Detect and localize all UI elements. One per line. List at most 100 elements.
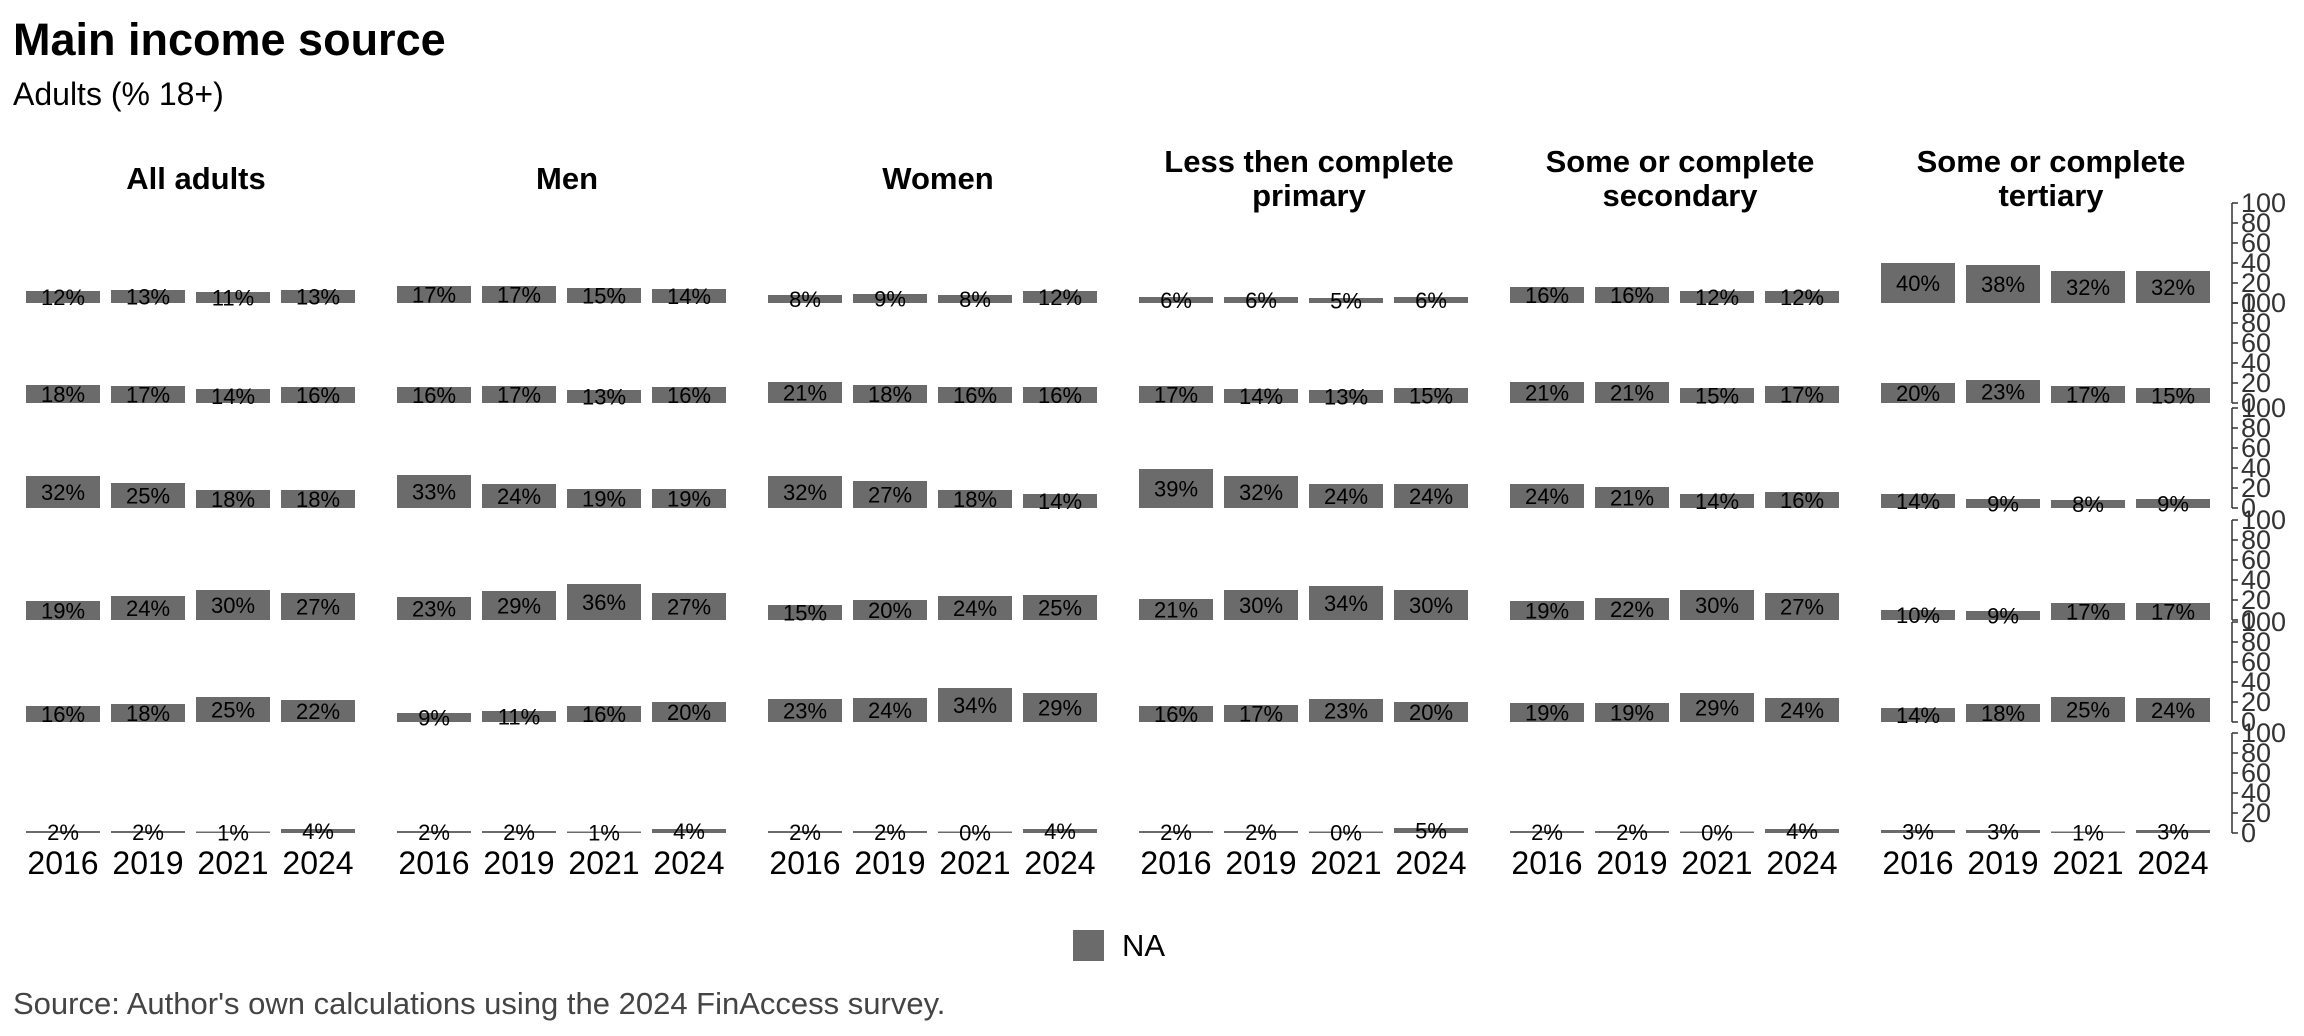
bar [768,831,842,833]
bar-label: 2% [47,820,79,845]
bar [281,290,355,303]
bar-label: 25% [126,484,170,509]
bar [938,596,1012,620]
facet-title: Women [882,161,993,196]
x-tick-label: 2024 [282,845,353,881]
bar [768,382,842,403]
bar [2051,271,2125,303]
bar [1309,831,1383,833]
bar-label: 20% [1409,700,1453,725]
y-tick-label: 40 [2241,667,2271,697]
bar-label: 21% [1525,381,1569,406]
bar [482,831,556,833]
bar [1309,484,1383,508]
bar-label: 22% [296,699,340,724]
bar-label: 24% [953,596,997,621]
bar-label: 9% [874,287,906,312]
bar [853,481,927,508]
bar-label: 19% [667,487,711,512]
bar [853,831,927,833]
bar [281,700,355,722]
bar-label: 16% [1154,702,1198,727]
bar-label: 10% [1896,603,1940,628]
bar [1309,390,1383,403]
bar-label: 36% [582,590,626,615]
chart-subtitle: Adults (% 18+) [13,76,224,112]
bar-label: 19% [1525,599,1569,624]
bar-label: 14% [1695,489,1739,514]
bar [2136,271,2210,303]
bar-label: 8% [789,287,821,312]
bar [2136,499,2210,508]
bar-label: 27% [296,595,340,620]
bar [567,489,641,508]
bar-label: 9% [1987,604,2019,629]
bar [281,387,355,403]
bar [1881,383,1955,403]
bar-label: 16% [953,383,997,408]
bar-label: 17% [412,283,456,308]
bar-label: 0% [1701,820,1733,845]
bar [2136,830,2210,833]
bar [1765,829,1839,833]
bar-label: 15% [783,601,827,626]
bar-label: 18% [211,487,255,512]
bar-label: 15% [1695,384,1739,409]
bar-label: 23% [1324,699,1368,724]
bar [1765,593,1839,620]
y-tick-label: 80 [2241,308,2271,338]
y-tick-label: 20 [2241,585,2271,615]
x-tick-label: 2024 [2137,845,2208,881]
bar-label: 17% [2066,383,2110,408]
bar [482,484,556,508]
bar-label: 17% [497,383,541,408]
bar [1023,693,1097,722]
facet-title: Some or complete tertiary [1917,144,2186,213]
bar-label: 2% [1245,820,1277,845]
bar-label: 23% [783,699,827,724]
bar-label: 8% [959,287,991,312]
bar [652,489,726,508]
y-tick-label: 20 [2241,798,2271,828]
y-tick-label: 0 [2241,493,2256,523]
bar [196,697,270,722]
bar [111,704,185,722]
x-tick-label: 2019 [1596,845,1667,881]
bar [1966,704,2040,722]
bar [1680,831,1754,833]
bar [938,831,1012,833]
bar-label: 17% [1154,383,1198,408]
bar-label: 1% [217,820,249,845]
y-tick-label: 60 [2241,758,2271,788]
bar [853,385,927,403]
bar-label: 24% [1324,484,1368,509]
bar [196,590,270,620]
bar-label: 16% [1525,283,1569,308]
bar [111,831,185,833]
bar-label: 16% [296,383,340,408]
bar [281,829,355,833]
bar [567,706,641,722]
bar [1023,829,1097,833]
bar [1510,382,1584,403]
bar-label: 21% [1610,381,1654,406]
bar [1680,693,1754,722]
bar-label: 18% [1981,701,2025,726]
bar [1966,611,2040,620]
bar-label: 29% [1038,696,1082,721]
bar [853,698,927,722]
y-tick-label: 0 [2241,288,2256,318]
bar [1394,828,1468,833]
bar [1595,598,1669,620]
y-tick-label: 60 [2241,647,2271,677]
bar [397,387,471,403]
bar-label: 24% [497,484,541,509]
bar [768,295,842,303]
bar [1309,298,1383,303]
bar [1881,830,1955,833]
bar-label: 29% [1695,696,1739,721]
bar-label: 20% [868,598,912,623]
bar [938,295,1012,303]
bar [111,483,185,508]
bar [26,476,100,508]
